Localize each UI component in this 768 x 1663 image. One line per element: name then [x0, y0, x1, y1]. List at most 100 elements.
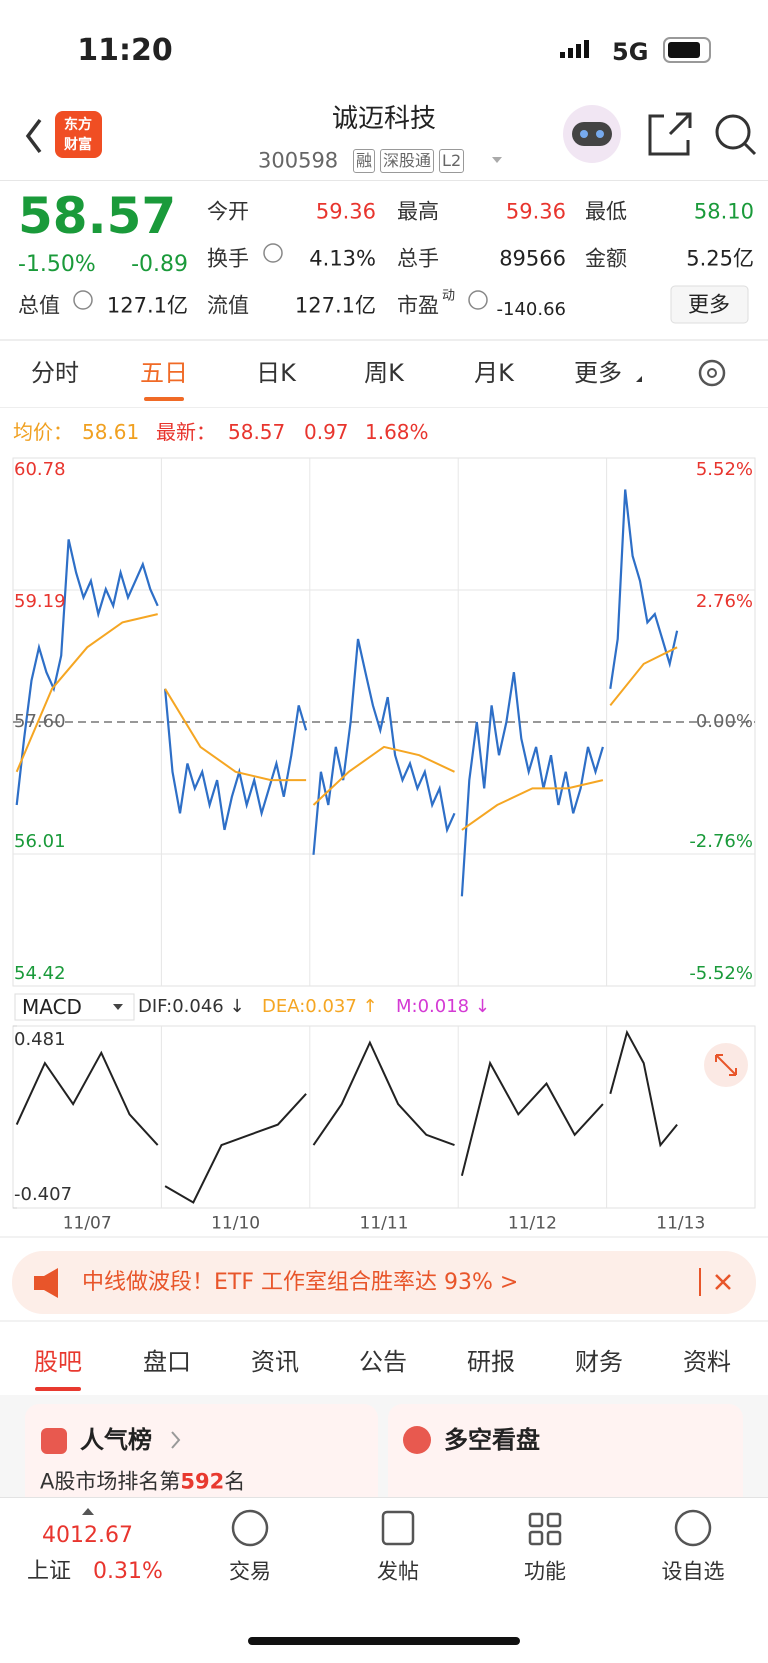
rank-number: 592 [180, 1469, 225, 1494]
stat-value: 127.1亿 [294, 293, 376, 318]
stock-name: 诚迈科技 [331, 104, 437, 134]
more-label[interactable]: 更多 [688, 292, 730, 317]
x-tick-label: 11/12 [507, 1213, 557, 1234]
tab[interactable]: 更多 [574, 359, 622, 387]
change-pct: -1.50% [18, 252, 96, 277]
macd-legend: DEA:0.037 ↑ [262, 996, 378, 1017]
stat-label: 最高 [397, 199, 439, 224]
dif-line [312, 1040, 455, 1147]
macd-legend: DIF:0.046 ↓ [138, 996, 245, 1017]
rank-text: A股市场排名第 [40, 1469, 181, 1494]
subtab[interactable]: 研报 [467, 1348, 515, 1376]
info-text: 均价： [13, 420, 73, 444]
y2-tick-label: 2.76% [695, 591, 753, 612]
dif-line [460, 1060, 604, 1177]
logo-text: 东方 [64, 117, 92, 133]
nav-item[interactable]: 交易 [229, 1559, 271, 1584]
avg-line [609, 646, 678, 707]
y2-tick-label: -2.76% [689, 831, 753, 852]
share-icon[interactable] [648, 112, 692, 156]
badge: L2 [439, 149, 465, 173]
battery [663, 37, 711, 63]
nav-item[interactable]: 设自选 [661, 1559, 725, 1584]
dif-line [164, 1093, 307, 1204]
dif-line [609, 1029, 678, 1148]
dif-line [15, 1050, 159, 1146]
settings-icon[interactable] [698, 359, 726, 387]
x-tick-label: 11/11 [359, 1213, 409, 1234]
home-indicator [248, 1637, 520, 1645]
tab[interactable]: 日K [256, 359, 296, 387]
logo [55, 111, 102, 158]
index-change: 0.31% [93, 1559, 163, 1584]
avg-line [461, 779, 604, 831]
subtab[interactable]: 资讯 [251, 1348, 299, 1376]
banner[interactable] [12, 1251, 756, 1314]
card-title[interactable]: 多空看盘 [444, 1426, 540, 1454]
y-tick-label: 54.42 [14, 963, 66, 984]
info-text: 0.97 [304, 420, 349, 444]
stat-value: 127.1亿 [106, 293, 188, 318]
stat-value: 58.10 [693, 199, 754, 224]
info-text: 58.61 [82, 420, 140, 444]
stat-value: 59.36 [315, 199, 376, 224]
card-title[interactable]: 人气榜 [80, 1426, 152, 1454]
x-tick-label: 11/07 [62, 1213, 112, 1234]
stat-value: 89566 [499, 246, 566, 271]
stock-code: 300598 [258, 148, 339, 173]
subtab[interactable]: 公告 [359, 1348, 407, 1376]
badge: 融 [353, 149, 376, 173]
tab[interactable]: 分时 [31, 359, 79, 387]
y-tick-label: 56.01 [14, 831, 66, 852]
signal [560, 40, 589, 58]
stat-value: 4.13% [309, 246, 376, 271]
y2-tick-label: -5.52% [689, 963, 753, 984]
price-line [312, 638, 456, 855]
logo-text: 财富 [64, 137, 92, 153]
stat-label: 总手 [397, 246, 439, 271]
tab[interactable]: 五日 [140, 359, 188, 387]
time: 11:20 [77, 33, 173, 68]
nav-item[interactable]: 发帖 [377, 1559, 419, 1584]
price-line [460, 672, 604, 897]
more-button[interactable] [670, 285, 749, 324]
subtab[interactable]: 资料 [683, 1348, 731, 1376]
stat-label: 市盈 [397, 293, 439, 318]
info-text: 最新： [156, 420, 216, 444]
subtab[interactable]: 盘口 [143, 1348, 191, 1376]
stat-sup: 动 [442, 288, 456, 304]
stat-label: 最低 [585, 199, 627, 224]
macd-frame [12, 1025, 756, 1209]
macd-title[interactable]: MACD [22, 995, 82, 1019]
nav-item[interactable]: 功能 [524, 1559, 566, 1584]
change: -0.89 [131, 252, 188, 277]
index-value: 4012.67 [42, 1523, 133, 1548]
rank-text: 名 [224, 1469, 246, 1494]
search-icon[interactable] [715, 114, 751, 150]
info-text: 58.57 [228, 420, 286, 444]
price-line [15, 539, 159, 806]
battery-level [668, 42, 700, 58]
network: 5G [612, 38, 649, 66]
y-tick-label: 57.60 [14, 711, 66, 732]
tab[interactable]: 月K [474, 359, 514, 387]
back-icon[interactable] [25, 118, 42, 154]
stat-value: 59.36 [505, 199, 566, 224]
tab[interactable]: 周K [364, 359, 404, 387]
banner-text[interactable]: 中线做波段！ETF 工作室组合胜率达 93% > [82, 1270, 519, 1295]
subtab[interactable]: 财务 [575, 1348, 623, 1376]
index-name: 上证 [27, 1559, 72, 1584]
avg-line [164, 688, 307, 782]
stat-label: 金额 [585, 246, 627, 271]
stat-value: 5.25亿 [686, 246, 754, 271]
stat-label: 流值 [207, 293, 249, 318]
stat-label: 换手 [207, 246, 249, 271]
macd-legend: M:0.018 ↓ [396, 996, 490, 1017]
info-text: 1.68% [365, 420, 429, 444]
subtab[interactable]: 股吧 [34, 1348, 82, 1376]
avg-line [15, 613, 158, 773]
macd-tick-label: -0.407 [14, 1184, 73, 1205]
